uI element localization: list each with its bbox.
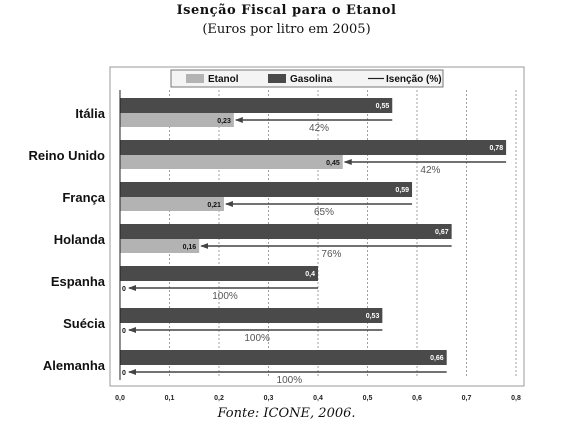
legend-box [170,69,444,88]
x-tick-label: 0,8 [511,395,521,402]
bar-gasolina [120,266,318,281]
exemption-percent-label: 100% [212,291,238,302]
legend-label-etanol: Etanol [208,74,239,85]
value-label-etanol: 0,21 [207,202,221,209]
bar-gasolina [120,224,452,239]
chart-source: Fonte: ICONE, 2006. [217,406,356,421]
legend-swatch-etanol [186,74,204,83]
legend-swatch-gasolina [268,74,286,83]
bar-etanol [120,239,200,253]
x-tick-label: 0,3 [264,395,274,402]
x-tick-label: 0,4 [313,395,323,402]
category-label: Suécia [63,316,106,331]
value-label-gasolina: 0,55 [376,103,390,110]
value-label-gasolina: 0,59 [395,187,409,194]
value-label-gasolina: 0,67 [435,229,449,236]
exemption-percent-label: 42% [309,123,329,134]
bar-etanol [120,113,234,127]
category-label: Alemanha [43,358,106,373]
value-label-etanol: 0,16 [183,244,197,251]
category-label: França [62,190,105,205]
value-label-gasolina: 0,4 [305,271,315,278]
exemption-percent-label: 100% [277,375,303,386]
x-axis: 0,0 0,1 0,2 0,3 0,4 0,5 0,6 0,7 0,8 [115,90,521,402]
bar-gasolina [120,308,383,323]
value-label-etanol: 0 [122,328,126,335]
value-label-etanol: 0,45 [326,160,340,167]
legend: Etanol Gasolina Isenção (%) [170,69,444,88]
x-tick-label: 0,2 [214,395,224,402]
chart-marks: Itália 0,55 0,23 42% Reino Unido 0,78 0,45 42% F… [28,98,507,386]
value-label-gasolina: 0,78 [489,145,503,152]
exemption-percent-label: 100% [244,333,270,344]
chart-title: Isenção Fiscal para o Etanol [176,3,397,18]
category-label: Reino Unido [28,148,105,163]
chart-subtitle: (Euros por litro em 2005) [202,22,371,37]
legend-label-gasolina: Gasolina [290,74,333,85]
category-label: Itália [75,106,105,121]
value-label-etanol: 0 [122,286,126,293]
value-label-etanol: 0,23 [217,118,231,125]
legend-label-isencao: Isenção (%) [386,74,442,85]
category-label: Espanha [51,274,106,289]
bar-gasolina [120,140,507,155]
bar-etanol [120,155,343,169]
x-tick-label: 0,0 [115,395,125,402]
x-tick-label: 0,7 [462,395,472,402]
exemption-percent-label: 76% [321,249,341,260]
bar-gasolina [120,350,447,365]
value-label-gasolina: 0,53 [366,313,380,320]
x-tick-label: 0,5 [363,395,373,402]
category-label: Holanda [54,232,106,247]
x-tick-label: 0,6 [412,395,422,402]
bar-gasolina [120,182,413,197]
bar-gasolina [120,98,393,113]
exemption-percent-label: 42% [420,165,440,176]
value-label-gasolina: 0,66 [430,355,444,362]
x-tick-label: 0,1 [165,395,175,402]
exemption-percent-label: 65% [314,207,334,218]
bar-etanol [120,197,224,211]
value-label-etanol: 0 [122,370,126,377]
